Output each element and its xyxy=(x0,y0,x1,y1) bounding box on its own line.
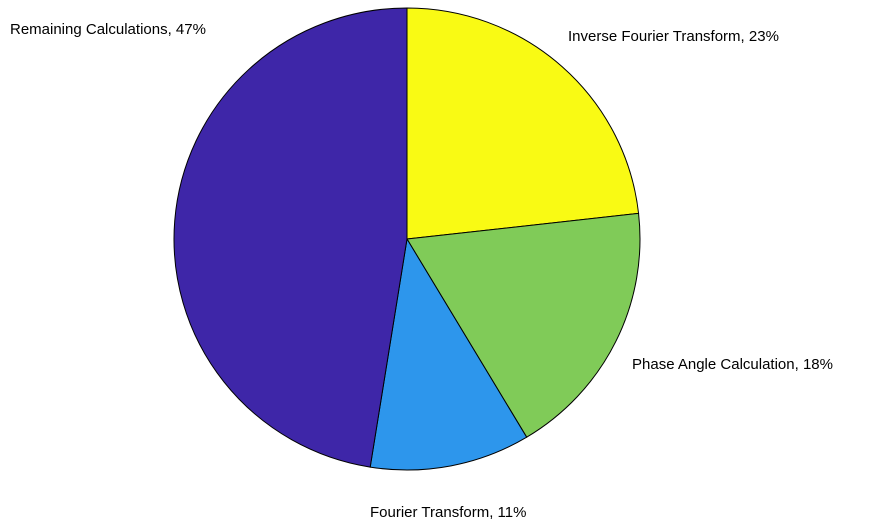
slice-label: Phase Angle Calculation, 18% xyxy=(632,356,833,373)
pie-slice xyxy=(369,237,528,471)
slice-label: Fourier Transform, 11% xyxy=(370,504,526,521)
slice-label: Remaining Calculations, 47% xyxy=(10,21,206,38)
slice-label: Inverse Fourier Transform, 23% xyxy=(568,28,779,45)
pie-slice xyxy=(406,7,640,240)
pie-slice xyxy=(173,7,408,468)
pie-slice xyxy=(406,212,641,438)
